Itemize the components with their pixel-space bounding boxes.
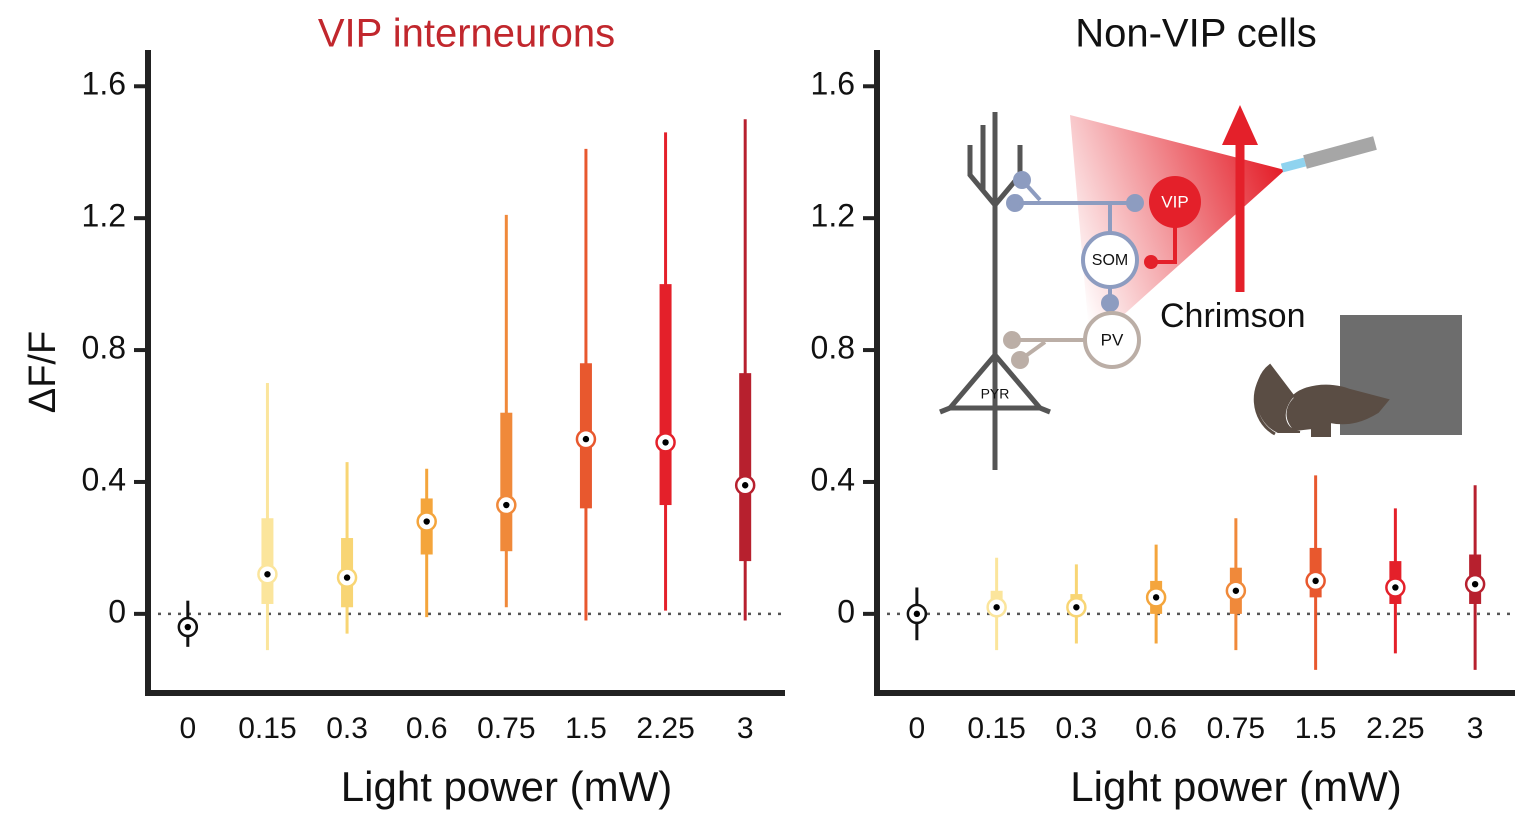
median-dot	[1392, 584, 1399, 591]
x-tick-label: 1.5	[1295, 712, 1337, 745]
median-dot	[503, 501, 510, 509]
median-dot	[913, 610, 921, 618]
x-tick-label: 0.6	[1135, 712, 1177, 745]
pv-axon	[1003, 331, 1085, 369]
median-dot	[741, 482, 749, 489]
light-beam	[1070, 115, 1285, 345]
x-tick-label: 2.25	[1366, 712, 1424, 745]
median-dot	[1152, 594, 1160, 601]
median-dot	[1073, 604, 1080, 611]
median-dot	[1232, 587, 1240, 594]
x-tick-label: 0.15	[238, 712, 296, 745]
chart-title: VIP interneurons	[318, 12, 615, 56]
x-tick-label: 3	[1467, 712, 1484, 745]
median-dot	[264, 571, 271, 578]
median-dot	[1471, 580, 1479, 588]
y-tick-label: 0.8	[82, 330, 126, 366]
vip-bouton	[1144, 255, 1158, 269]
median-dot	[582, 435, 590, 443]
x-tick-label: 3	[737, 712, 754, 745]
box	[261, 518, 274, 604]
x-tick-label: 0.75	[1207, 712, 1265, 745]
som-label: SOM	[1092, 252, 1128, 269]
median-dot	[993, 604, 1000, 611]
vip-label: VIP	[1161, 192, 1188, 211]
x-tick-label: 0.3	[326, 712, 368, 745]
median-dot	[423, 518, 430, 525]
y-tick-label: 1.6	[811, 66, 855, 102]
pv-cell	[1083, 311, 1141, 369]
pyr-neuron	[939, 112, 1051, 470]
x-tick-label: 0.15	[967, 712, 1025, 745]
vip-axon	[1152, 225, 1177, 264]
som-cell	[1081, 231, 1139, 289]
y-tick-label: 1.6	[82, 66, 126, 102]
som-axon	[1006, 171, 1144, 312]
arrow-head	[1222, 105, 1258, 145]
circuit-diagram: VIP SOM PV PYR Chrimson	[939, 105, 1462, 470]
y-tick-label: 0.4	[811, 461, 855, 497]
y-tick-label: 0	[837, 593, 855, 629]
y-tick-label: 0	[108, 593, 126, 629]
median-dot	[184, 623, 192, 631]
x-axis-label: Light power (mW)	[1070, 763, 1401, 810]
chart-title: Non-VIP cells	[1075, 12, 1317, 56]
median-dot	[343, 574, 351, 581]
x-tick-label: 1.5	[565, 712, 607, 745]
pyr-label: PYR	[981, 386, 1010, 402]
box	[739, 373, 752, 562]
y-axis-label: ΔF/F	[22, 331, 64, 413]
x-tick-label: 2.25	[636, 712, 694, 745]
panel: Non-VIP cells Light power (mW) 0 0.4 0.8 1.2 1…	[811, 12, 1515, 810]
x-tick-label: 0	[909, 712, 926, 745]
y-tick-label: 1.2	[811, 198, 855, 234]
vip-cell	[1149, 176, 1201, 228]
box	[500, 412, 513, 552]
x-tick-label: 0.75	[477, 712, 535, 745]
x-tick-label: 0.6	[406, 712, 448, 745]
panel: VIP interneurons ΔF/F Light power (mW) 0 0.4…	[22, 12, 785, 810]
fiber-tip	[1280, 157, 1307, 173]
median-dot	[662, 439, 669, 446]
x-tick-label: 0.3	[1056, 712, 1098, 745]
opsin-label: Chrimson	[1160, 297, 1305, 335]
x-tick-label: 0	[179, 712, 196, 745]
y-tick-label: 1.2	[82, 198, 126, 234]
y-tick-label: 0.8	[811, 330, 855, 366]
median-dot	[1312, 577, 1319, 585]
y-tick-label: 0.4	[82, 461, 126, 497]
x-axis-label: Light power (mW)	[341, 763, 672, 810]
pv-label: PV	[1101, 330, 1124, 349]
box	[659, 284, 672, 506]
fiber	[1303, 136, 1377, 169]
mouse-tail	[1253, 368, 1276, 436]
mouse	[1255, 363, 1390, 437]
